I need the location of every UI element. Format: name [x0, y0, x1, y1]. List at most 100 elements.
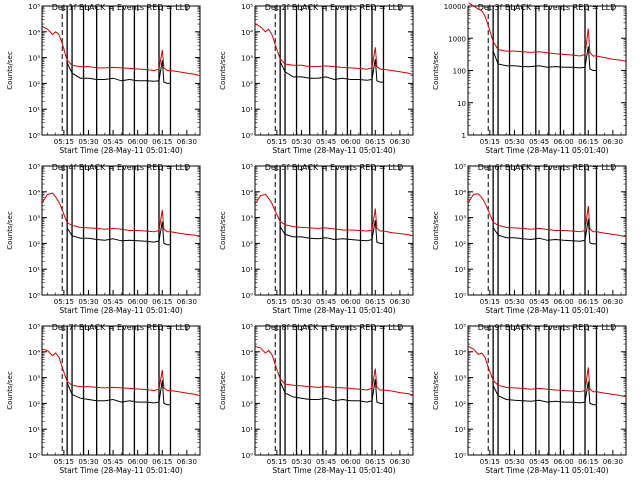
panel-title: Det 1f BLACK = Events RED = LLD	[52, 3, 191, 12]
x-axis-label: Start Time (28-May-11 05:01:40)	[485, 466, 608, 475]
x-tick-label: 05:45	[529, 138, 549, 146]
x-tick-label: 05:15	[480, 138, 500, 146]
x-tick-label: 06:15	[152, 298, 172, 306]
y-tick-label: 10⁰	[28, 132, 40, 140]
panel-det-3: Det 3f BLACK = Events RED = LLD 1 10 100 100…	[432, 2, 627, 155]
panel-title: Det 9f BLACK = Events RED = LLD	[478, 323, 617, 332]
y-tick-label: 10³	[241, 375, 253, 383]
x-tick-label: 05:15	[267, 138, 287, 146]
y-tick-label: 10¹	[454, 426, 466, 434]
x-tick-label: 06:15	[365, 458, 385, 466]
series-line-black	[66, 380, 171, 406]
x-tick-label: 05:45	[529, 298, 549, 306]
x-tick-label: 05:30	[78, 138, 98, 146]
x-tick-label: 05:45	[316, 458, 336, 466]
y-tick-label: 10⁴	[28, 189, 40, 197]
y-tick-label: 10²	[241, 80, 253, 88]
y-tick-label: 10⁰	[28, 292, 40, 300]
x-tick-label: 05:30	[504, 458, 524, 466]
x-tick-label: 05:30	[504, 138, 524, 146]
series-line-black	[279, 58, 384, 83]
y-tick-label: 100	[453, 68, 466, 76]
y-tick-label: 10⁴	[241, 349, 253, 357]
y-tick-label: 10¹	[28, 266, 40, 274]
x-axis-label: Start Time (28-May-11 05:01:40)	[59, 146, 182, 155]
panel-det-1: Det 1f BLACK = Events RED = LLD 10⁰ 10¹ 10²…	[6, 3, 201, 155]
x-tick-label: 05:45	[316, 138, 336, 146]
y-tick-label: 10¹	[28, 106, 40, 114]
x-tick-label: 05:30	[291, 138, 311, 146]
x-tick-label: 06:30	[390, 458, 410, 466]
y-tick-label: 10⁵	[241, 323, 253, 331]
panel-title: Det 2f BLACK = Events RED = LLD	[265, 3, 404, 12]
y-axis-label: Counts/sec	[6, 371, 14, 410]
series-line-red	[255, 346, 414, 396]
x-tick-label: 05:30	[504, 298, 524, 306]
y-tick-label: 10²	[28, 400, 40, 408]
y-tick-label: 10³	[241, 215, 253, 223]
panel-det-5: Det 5f BLACK = Events RED = LLD 10⁰ 10¹ 10²…	[219, 163, 414, 315]
x-tick-label: 06:30	[390, 298, 410, 306]
y-tick-label: 10⁰	[241, 292, 253, 300]
x-tick-label: 05:15	[267, 298, 287, 306]
y-axis-label: Counts/sec	[432, 211, 440, 250]
y-axis-label: Counts/sec	[219, 371, 227, 410]
x-axis-label: Start Time (28-May-11 05:01:40)	[59, 306, 182, 315]
y-tick-label: 10	[457, 100, 466, 108]
x-tick-label: 05:45	[529, 458, 549, 466]
panel-det-2: Det 2f BLACK = Events RED = LLD 10⁰ 10¹ 10²…	[219, 3, 414, 155]
x-tick-label: 05:15	[54, 138, 74, 146]
y-tick-label: 10²	[28, 80, 40, 88]
y-tick-label: 10⁴	[454, 189, 466, 197]
x-tick-label: 06:30	[603, 138, 623, 146]
x-axis-label: Start Time (28-May-11 05:01:40)	[485, 146, 608, 155]
panel-det-6: Det 6f BLACK = Events RED = LLD 10⁰ 10¹ 10²…	[432, 163, 627, 315]
x-tick-label: 05:30	[78, 298, 98, 306]
x-tick-label: 06:00	[128, 138, 148, 146]
x-tick-label: 06:00	[554, 298, 574, 306]
y-tick-label: 10⁵	[454, 323, 466, 331]
x-tick-label: 06:30	[177, 298, 197, 306]
y-tick-label: 10³	[28, 375, 40, 383]
series-line-black	[492, 381, 597, 406]
y-tick-label: 10¹	[241, 106, 253, 114]
series-line-red	[42, 192, 201, 238]
x-tick-label: 06:30	[603, 458, 623, 466]
x-axis-label: Start Time (28-May-11 05:01:40)	[272, 306, 395, 315]
x-tick-label: 05:15	[480, 458, 500, 466]
x-tick-label: 05:30	[78, 458, 98, 466]
x-tick-label: 05:15	[267, 458, 287, 466]
y-axis-label: Counts/sec	[6, 211, 14, 250]
y-tick-label: 10⁴	[454, 349, 466, 357]
x-tick-label: 06:15	[152, 138, 172, 146]
series-line-black	[279, 378, 384, 404]
y-axis-label: Counts/sec	[432, 371, 440, 410]
y-tick-label: 10¹	[241, 426, 253, 434]
panel-title: Det 5f BLACK = Events RED = LLD	[265, 163, 404, 172]
y-tick-label: 10⁰	[454, 292, 466, 300]
x-tick-label: 06:00	[341, 298, 361, 306]
y-axis-label: Counts/sec	[432, 51, 440, 90]
y-tick-label: 10⁵	[241, 3, 253, 11]
series-line-black	[279, 220, 384, 244]
y-tick-label: 10³	[454, 375, 466, 383]
series-line-black	[492, 218, 597, 245]
y-tick-label: 10¹	[241, 266, 253, 274]
y-tick-label: 10⁴	[28, 29, 40, 37]
series-line-red	[468, 2, 627, 62]
y-tick-label: 1000	[448, 35, 466, 43]
x-tick-label: 05:45	[103, 458, 123, 466]
x-tick-label: 05:45	[103, 138, 123, 146]
y-tick-label: 10¹	[454, 266, 466, 274]
x-tick-label: 05:15	[54, 298, 74, 306]
plot-frame	[467, 5, 627, 136]
x-axis-label: Start Time (28-May-11 05:01:40)	[272, 466, 395, 475]
x-tick-label: 05:45	[316, 298, 336, 306]
y-tick-label: 10²	[28, 240, 40, 248]
series-line-red	[42, 348, 201, 397]
y-tick-label: 1	[462, 132, 466, 140]
x-tick-label: 06:00	[341, 138, 361, 146]
series-line-red	[255, 193, 414, 237]
y-tick-label: 10⁴	[28, 349, 40, 357]
